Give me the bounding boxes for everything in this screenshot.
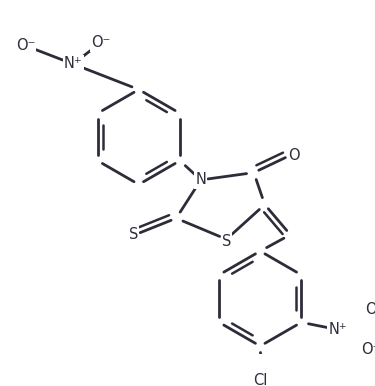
Text: O⁻: O⁻ (16, 38, 35, 53)
Text: N⁺: N⁺ (328, 322, 347, 337)
Text: N⁺: N⁺ (64, 56, 82, 71)
Text: O: O (288, 148, 300, 163)
Text: N: N (195, 173, 206, 188)
Text: S: S (129, 227, 138, 242)
Text: Cl: Cl (253, 373, 267, 386)
Text: O⁻: O⁻ (91, 36, 110, 51)
Text: O⁻: O⁻ (361, 342, 375, 357)
Text: O: O (365, 302, 375, 317)
Text: S: S (222, 234, 231, 249)
